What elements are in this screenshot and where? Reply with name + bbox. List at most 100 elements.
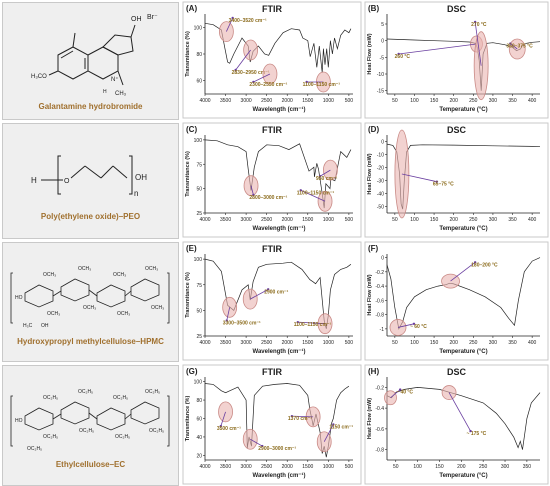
row-peo: H O OH n Poly(ethylene oxide)–PEO <box>0 121 550 239</box>
x-tick-label: 500 <box>345 340 354 346</box>
svg-text:OC₂H₅: OC₂H₅ <box>43 434 58 440</box>
annotation-label: 1370 cm⁻¹ <box>288 416 312 422</box>
annotation-arrow-head <box>231 16 234 20</box>
x-axis-label: Wavelength (cm⁻¹) <box>253 472 306 479</box>
row-hpmc: OCH₃ OCH₃ OCH₃ OCH₃ HO OCH₃ OCH₃ OCH₃ OCH₃ H₃C… <box>0 240 550 362</box>
x-tick-label: 1500 <box>302 98 313 104</box>
y-tick-label: -0.4 <box>375 284 384 290</box>
x-tick-label: 3500 <box>220 217 231 223</box>
y-tick-label: -0.2 <box>375 270 384 276</box>
annotation-arrow-head <box>473 261 477 264</box>
y-axis-label: Transmitance (%) <box>185 31 191 77</box>
svg-text:OC₂H₅: OC₂H₅ <box>78 389 93 395</box>
x-tick-label: 1000 <box>323 217 334 223</box>
annotation-label: 1100–1150 cm⁻¹ <box>297 190 335 196</box>
annotation-arrow <box>253 73 271 83</box>
annotation-arrow-head <box>398 388 402 391</box>
x-tick-label: 1500 <box>302 464 313 470</box>
annotation-arrow-head <box>469 429 472 433</box>
x-tick-label: 3000 <box>241 340 252 346</box>
chart-panel-dsc-2: (F) Temperature (°C) Heat Flow (mW) -1 -0.8 -… <box>364 241 549 361</box>
x-tick-label: 500 <box>345 217 354 223</box>
x-tick-label: 150 <box>430 217 439 223</box>
chart-title: FTIR <box>262 125 282 135</box>
svg-text:OH: OH <box>135 173 147 182</box>
annotation-arrow <box>297 321 326 325</box>
annotation-arrow-head <box>290 414 294 418</box>
svg-text:HO: HO <box>15 418 23 424</box>
chart-panel-ftir-3: (G) FTIR Wavelength (cm⁻¹) Transmitance (%)… <box>182 364 362 485</box>
svg-text:OC₂H₅: OC₂H₅ <box>113 395 128 401</box>
annotation-label: 260 °C <box>395 54 411 60</box>
x-tick-label: 100 <box>410 217 419 223</box>
panel-border <box>364 1 549 119</box>
highlight-ellipse <box>243 175 259 197</box>
y-tick-label: 0 <box>381 256 384 262</box>
y-tick-label: 50 <box>196 187 202 193</box>
x-tick-label: 50 <box>392 340 398 346</box>
y-tick-label: 100 <box>194 25 203 31</box>
annotation-arrow <box>220 411 226 427</box>
x-axis-label: Temperature (°C) <box>439 226 487 232</box>
annotation-label: 3500 cm⁻¹ <box>217 426 241 432</box>
x-tick-label: 200 <box>457 464 466 470</box>
y-tick-label: 20 <box>196 453 202 459</box>
annotation-arrow-head <box>225 319 228 322</box>
svg-text:OC₂H₅: OC₂H₅ <box>79 428 94 434</box>
annotation-label: ~ 40 °C <box>396 390 413 396</box>
svg-text:O: O <box>64 178 70 185</box>
chart-title: FTIR <box>262 244 282 254</box>
x-tick-label: 3500 <box>220 98 231 104</box>
annotation-arrow-head <box>261 444 264 448</box>
svg-text:N⁺: N⁺ <box>111 76 119 83</box>
annotation-arrow <box>250 289 269 300</box>
y-axis-label: Transmitance (%) <box>185 272 191 318</box>
x-tick-label: 2000 <box>282 464 293 470</box>
y-tick-label: 5 <box>381 22 384 28</box>
series-line <box>386 387 541 450</box>
y-tick-label: 100 <box>194 138 203 144</box>
annotation-arrow-head <box>299 189 302 192</box>
structure-panel-ec: OC₂H₅ OC₂H₅ OC₂H₅ OC₂H₅ HO OC₂H₅ OC₂H₅ OC₂H₅ O… <box>2 365 179 486</box>
x-tick-label: 400 <box>528 98 537 104</box>
y-tick-label: 40 <box>196 435 202 441</box>
svg-text:OC₂H₅: OC₂H₅ <box>145 389 160 395</box>
x-tick-label: 4000 <box>199 340 210 346</box>
panel-letter: (B) <box>368 4 379 13</box>
y-axis-label: Transmitance (%) <box>185 151 191 197</box>
annotation-arrow-head <box>332 423 335 426</box>
x-tick-label: 2500 <box>261 98 272 104</box>
x-tick-label: 100 <box>410 98 419 104</box>
y-axis-label: Transmitance (%) <box>185 396 191 442</box>
annotation-label: 1150 cm⁻¹ <box>329 424 353 430</box>
x-tick-label: 50 <box>392 98 398 104</box>
x-tick-label: 100 <box>410 340 419 346</box>
x-tick-label: 250 <box>469 217 478 223</box>
x-axis-label: Wavelength (cm⁻¹) <box>253 106 306 113</box>
annotation-label: 270 °C <box>471 22 487 28</box>
structure-panel-galantamine: OH Br⁻ H₃CO N⁺ CH₃ H Galantamine hydrobr… <box>2 2 179 120</box>
x-tick-label: 2000 <box>282 340 293 346</box>
annotation-arrow <box>319 169 331 177</box>
y-tick-label: 100 <box>194 257 203 263</box>
compound-label: Hydroxypropyl methylcellulose–HPMC <box>17 337 164 346</box>
x-tick-label: 4000 <box>199 464 210 470</box>
x-axis-label: Temperature (°C) <box>439 349 487 355</box>
chart-panel-ftir-2: (E) FTIR Wavelength (cm⁻¹) Transmitance (%)… <box>182 241 362 361</box>
annotation-arrow <box>250 438 263 447</box>
x-tick-label: 2500 <box>261 340 272 346</box>
x-tick-label: 3500 <box>220 340 231 346</box>
annotation-arrow-head <box>412 322 416 325</box>
svg-text:OCH₃: OCH₃ <box>113 272 126 278</box>
row-ec: OC₂H₅ OC₂H₅ OC₂H₅ OC₂H₅ HO OC₂H₅ OC₂H₅ OC₂H₅ O… <box>0 363 550 486</box>
x-tick-label: 2000 <box>282 217 293 223</box>
y-tick-label: -0.6 <box>375 427 384 433</box>
annotation-arrow-head <box>234 68 237 72</box>
y-tick-label: 100 <box>194 380 203 386</box>
x-tick-label: 250 <box>479 464 488 470</box>
panel-letter: (A) <box>186 4 197 13</box>
annotation-label: 2830–2950 cm⁻¹ <box>232 70 270 76</box>
svg-text:H: H <box>103 89 107 95</box>
y-tick-label: 80 <box>196 52 202 58</box>
